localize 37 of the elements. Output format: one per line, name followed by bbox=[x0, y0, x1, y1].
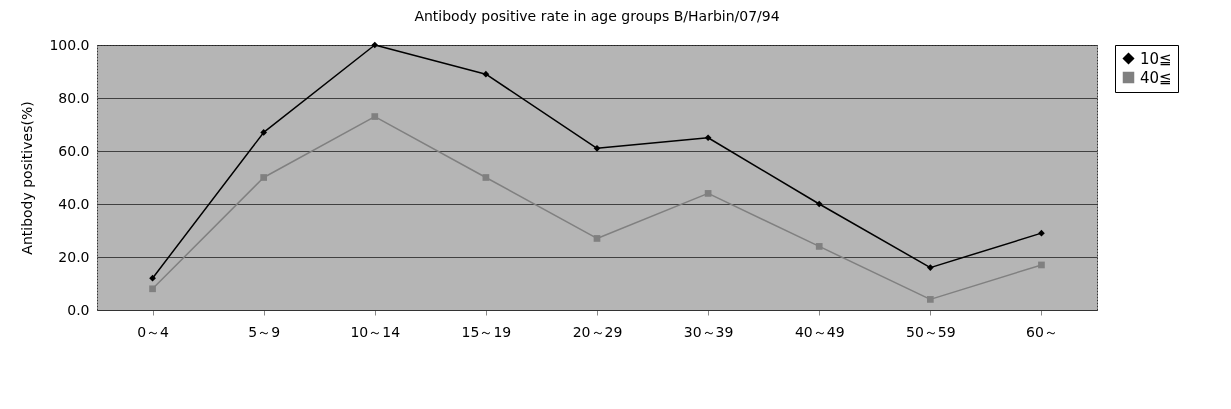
y-tick-label: 40.0 bbox=[58, 195, 90, 212]
y-axis-title: Antibody positives(%) bbox=[19, 101, 36, 255]
y-tick-label: 100.0 bbox=[49, 36, 90, 53]
point bbox=[926, 264, 934, 271]
x-tick-label: 15～19 bbox=[461, 323, 512, 340]
y-tick-label: 80.0 bbox=[58, 89, 90, 106]
x-tick-label: 50～59 bbox=[906, 323, 956, 340]
point bbox=[593, 145, 601, 152]
point bbox=[149, 274, 156, 282]
point bbox=[1038, 229, 1045, 237]
x-tick-label: 60～ bbox=[1026, 323, 1058, 340]
point bbox=[149, 285, 156, 293]
x-tick-label: 10～14 bbox=[350, 323, 401, 340]
point bbox=[815, 200, 823, 208]
point bbox=[704, 134, 712, 142]
point bbox=[593, 235, 601, 242]
point bbox=[260, 129, 268, 136]
y-tick-label: 0.0 bbox=[67, 301, 90, 318]
point bbox=[815, 243, 823, 250]
x-tick-label: 40～49 bbox=[794, 323, 845, 340]
legend-label: 40≦ bbox=[1140, 68, 1172, 87]
point bbox=[371, 113, 379, 120]
x-tick-label: 0～4 bbox=[137, 323, 170, 340]
x-tick-label: 5～9 bbox=[248, 323, 281, 340]
chart-title: Antibody positive rate in age groups B/Harbin/07/94 bbox=[414, 8, 780, 24]
point bbox=[482, 174, 490, 181]
point bbox=[260, 174, 268, 181]
point bbox=[1038, 261, 1045, 269]
x-tick-label: 30～39 bbox=[683, 323, 734, 340]
y-tick-label: 60.0 bbox=[58, 142, 90, 159]
point bbox=[704, 190, 712, 197]
legend-label: 10≦ bbox=[1140, 49, 1172, 68]
point bbox=[482, 70, 490, 78]
point bbox=[926, 296, 934, 303]
x-tick-label: 20～29 bbox=[572, 323, 623, 340]
y-tick-label: 20.0 bbox=[58, 248, 90, 265]
point bbox=[371, 41, 379, 49]
